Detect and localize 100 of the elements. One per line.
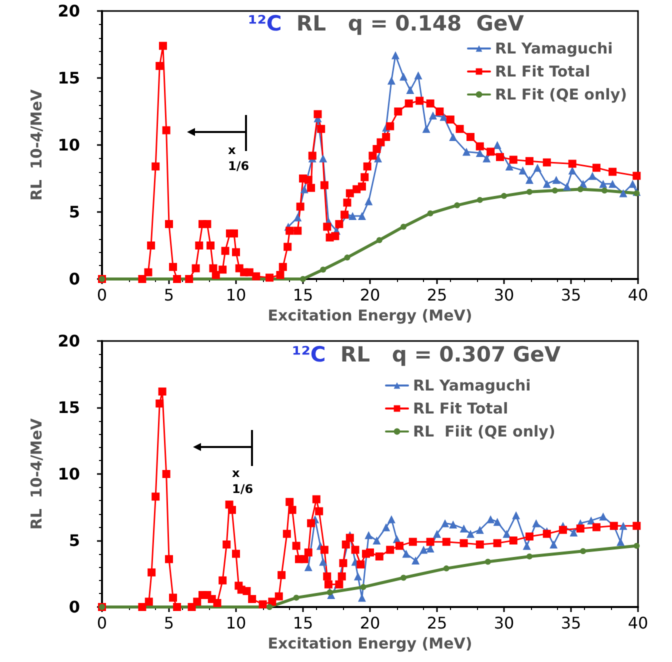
point: [387, 515, 396, 524]
point: [400, 224, 406, 230]
y-tick-label: 0: [68, 598, 80, 616]
point: [577, 186, 584, 192]
point: [374, 154, 382, 162]
point: [493, 141, 502, 149]
x-tick-label: 30: [494, 286, 514, 304]
point: [300, 185, 308, 194]
point: [599, 180, 608, 188]
point: [476, 196, 483, 203]
point: [550, 540, 558, 548]
point: [454, 202, 460, 208]
x-tick-label: 35: [560, 614, 582, 632]
legend-label: RL Fit Total: [413, 400, 508, 418]
point: [562, 182, 571, 191]
point: [634, 542, 640, 549]
x-tick-label: 15: [292, 286, 314, 304]
point: [512, 511, 520, 520]
y-tick-label: 10: [58, 136, 80, 154]
x-tick-label: 20: [360, 614, 380, 632]
y-tick-label: 20: [58, 2, 80, 20]
point: [628, 180, 637, 188]
point: [476, 149, 484, 158]
legend-label: RL Fit (QE only): [495, 86, 627, 104]
x-tick-label: 15: [292, 614, 314, 632]
point: [326, 589, 333, 596]
point: [484, 558, 491, 565]
point: [526, 188, 532, 195]
point: [294, 213, 302, 222]
y-tick-label: 5: [68, 202, 80, 222]
x-tick-label: 0: [96, 614, 108, 632]
point: [599, 512, 608, 521]
point: [266, 604, 272, 610]
x-tick-label: 5: [164, 614, 174, 632]
x-tick-label: 40: [628, 286, 648, 304]
y-axis-title: RL 10-4/MeV: [28, 418, 46, 530]
point: [400, 574, 406, 581]
point: [304, 563, 312, 572]
point: [619, 189, 628, 198]
x-tick-label: 10: [226, 614, 246, 632]
legend-label: RL Yamaguchi: [495, 40, 613, 58]
point: [460, 524, 468, 533]
point: [501, 192, 507, 199]
x-tick-label: 20: [360, 286, 380, 304]
point: [449, 520, 458, 529]
x-tick-label: 10: [226, 286, 246, 304]
point: [400, 72, 408, 81]
point: [486, 515, 495, 524]
y-axis-title: RL 10-4/MeV: [28, 88, 46, 201]
point: [422, 124, 430, 133]
point: [552, 188, 558, 194]
point: [300, 276, 306, 282]
x-axis-title: Excitation Energy (MeV): [268, 634, 472, 652]
point: [387, 76, 396, 85]
legend-label: RL Fit Total: [495, 62, 590, 80]
x-tick-label: 5: [164, 286, 174, 304]
y-tick-label: 15: [58, 398, 80, 417]
chart-title: ¹²C RL q = 0.148 GeV: [248, 12, 525, 36]
point: [364, 531, 373, 540]
point: [412, 556, 420, 564]
point: [443, 565, 450, 572]
legend-label: RL Fiit (QE only): [413, 422, 556, 440]
point: [608, 180, 617, 188]
point: [532, 519, 540, 528]
y-tick-label: 10: [58, 464, 80, 484]
point: [293, 594, 300, 601]
point: [391, 51, 400, 60]
annotation: x 1/6: [228, 143, 250, 173]
point: [570, 528, 578, 537]
x-tick-label: 25: [426, 614, 448, 632]
point: [382, 523, 390, 532]
point: [518, 166, 527, 174]
point: [619, 522, 628, 530]
point: [493, 518, 502, 526]
point: [320, 266, 326, 273]
point: [364, 197, 373, 206]
x-tick-label: 25: [426, 286, 448, 304]
point: [482, 154, 491, 162]
legend-label: RL Yamaguchi: [413, 376, 531, 394]
x-tick-label: 30: [494, 614, 514, 632]
point: [420, 546, 428, 554]
point: [348, 212, 357, 220]
annotation: x 1/6: [232, 466, 254, 496]
point: [402, 550, 410, 558]
x-tick-label: 40: [628, 614, 648, 632]
point: [354, 572, 362, 580]
point: [462, 148, 470, 156]
point: [319, 154, 328, 162]
point: [505, 162, 514, 170]
point: [319, 558, 328, 566]
point: [376, 237, 382, 244]
point: [634, 190, 640, 196]
point: [552, 176, 560, 184]
point: [525, 176, 534, 184]
point: [414, 71, 422, 80]
point: [534, 164, 542, 172]
x-axis-title: Excitation Energy (MeV): [268, 306, 472, 324]
y-tick-label: 15: [58, 68, 80, 88]
point: [433, 530, 441, 538]
point: [588, 172, 596, 180]
